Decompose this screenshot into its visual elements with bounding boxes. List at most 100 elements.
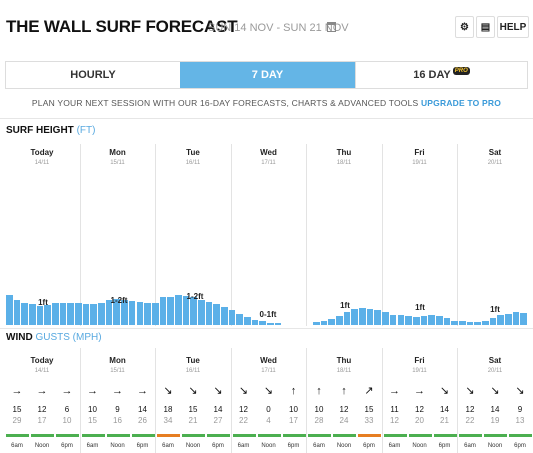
wind-gust: 19 — [490, 416, 500, 425]
wind-speed: 15 — [364, 405, 374, 414]
divider — [0, 118, 533, 119]
wind-speed: 15 — [12, 405, 22, 414]
day-date: 15/11 — [110, 160, 125, 166]
wind-rating-bar — [484, 434, 507, 437]
surf-bar — [474, 322, 481, 325]
wind-unit: GUSTS (MPH) — [35, 332, 102, 343]
wind-rating-bar — [257, 434, 281, 437]
surf-bar — [374, 310, 382, 325]
wind-gust: 13 — [515, 416, 525, 425]
surf-bar — [82, 304, 90, 325]
print-button[interactable]: ▤ — [476, 16, 495, 38]
time-label: 6am — [464, 443, 476, 449]
surf-bar — [174, 295, 182, 325]
surf-bar — [274, 323, 282, 325]
wind-gust: 33 — [364, 416, 374, 425]
surf-bar — [44, 304, 52, 325]
day-name: Mon — [109, 148, 126, 157]
surf-bar — [228, 310, 236, 325]
day-date: 20/11 — [487, 368, 503, 374]
tab-7-day[interactable]: 7 DAY — [180, 62, 355, 88]
surf-bar — [36, 305, 44, 325]
time-label: 6am — [237, 443, 250, 449]
wind-gust: 21 — [188, 416, 198, 425]
surf-bar — [267, 322, 274, 325]
calendar-icon[interactable] — [327, 22, 336, 32]
wind-speed: 10 — [88, 405, 97, 414]
date-range: SUN 14 NOV - SUN 21 NOV — [208, 22, 349, 34]
wind-speed: 0 — [266, 405, 271, 414]
wind-speed: 10 — [289, 405, 298, 414]
surf-bar — [343, 312, 351, 325]
wind-gust: 26 — [138, 416, 147, 425]
surf-bar — [90, 304, 98, 325]
surf-bar — [451, 320, 458, 325]
surf-day-header: Tue 16/11 — [155, 148, 231, 166]
wind-rating-bar — [131, 434, 155, 437]
surf-bar — [466, 322, 474, 325]
surf-bar — [213, 304, 220, 325]
wind-direction-arrow-icon: ↗ — [364, 385, 374, 397]
day-name: Thu — [336, 148, 352, 157]
upgrade-link[interactable]: UPGRADE TO PRO — [420, 98, 502, 108]
time-label: Noon — [185, 443, 201, 449]
day-name: Wed — [260, 148, 277, 157]
day-date: 19/11 — [412, 368, 427, 374]
day-name: Tue — [186, 148, 200, 157]
surf-bar — [167, 296, 174, 325]
time-label: 6pm — [212, 443, 224, 449]
surf-bar — [412, 316, 420, 325]
day-divider — [230, 144, 232, 326]
surf-bar — [121, 299, 128, 325]
surf-height-label: 0-1ft — [259, 310, 277, 319]
page-header: THE WALL SURF FORECAST SUN 14 NOV - SUN … — [0, 0, 533, 54]
surf-unit: (FT) — [76, 125, 96, 136]
wind-gust: 21 — [440, 416, 449, 425]
surf-bar — [159, 297, 167, 325]
surf-bar — [243, 316, 251, 325]
day-name: Wed — [260, 356, 277, 365]
time-label: 6pm — [61, 443, 73, 449]
page-title: THE WALL SURF FORECAST — [6, 17, 238, 36]
help-button[interactable]: HELP — [497, 16, 529, 38]
day-name: Fri — [414, 148, 425, 157]
settings-button[interactable]: ⚙ — [455, 16, 474, 38]
surf-height-label: 1ft — [38, 298, 48, 307]
surf-bar — [458, 321, 466, 325]
wind-speed: 9 — [115, 405, 120, 414]
surf-height-label: 1ft — [415, 303, 425, 312]
wind-day-header: Fri 19/11 — [382, 356, 458, 374]
surf-bar — [6, 295, 13, 325]
day-date: 14/11 — [34, 160, 50, 166]
wind-gust: 17 — [37, 416, 47, 425]
surf-bar — [21, 302, 29, 325]
surf-bar — [98, 302, 105, 325]
forecast-tabs: HOURLY 7 DAY 16 DAY PRO — [5, 61, 528, 89]
wind-day-header: Today 14/11 — [4, 356, 80, 374]
wind-gust: 10 — [62, 416, 72, 425]
tab-hourly[interactable]: HOURLY — [70, 69, 116, 81]
surf-bar — [136, 301, 144, 325]
surf-day-header: Today 14/11 — [4, 148, 80, 166]
day-divider — [79, 348, 81, 453]
wind-direction-arrow-icon: ↘ — [238, 385, 249, 397]
wind-rating-bar — [433, 434, 457, 437]
surf-day-header: Thu 18/11 — [306, 148, 382, 166]
wind-rating-bar — [157, 434, 180, 437]
surf-height-title: SURF HEIGHT (FT) — [6, 125, 95, 136]
surf-bar — [251, 319, 259, 325]
day-date: 20/11 — [487, 160, 503, 166]
surf-bar — [382, 312, 389, 325]
surf-bar — [190, 297, 197, 325]
tab-16-day[interactable]: 16 DAY PRO — [355, 62, 527, 88]
wind-rating-bar — [308, 434, 331, 437]
surf-bar — [481, 320, 489, 325]
surf-bar — [220, 307, 228, 325]
surf-bar — [205, 301, 213, 325]
wind-rating-bar — [333, 434, 356, 437]
surf-height-label: 1-2ft — [186, 292, 204, 301]
wind-direction-arrow-icon: ↘ — [439, 385, 450, 397]
day-name: Fri — [414, 356, 425, 365]
day-divider — [457, 144, 458, 326]
day-divider — [230, 348, 232, 453]
